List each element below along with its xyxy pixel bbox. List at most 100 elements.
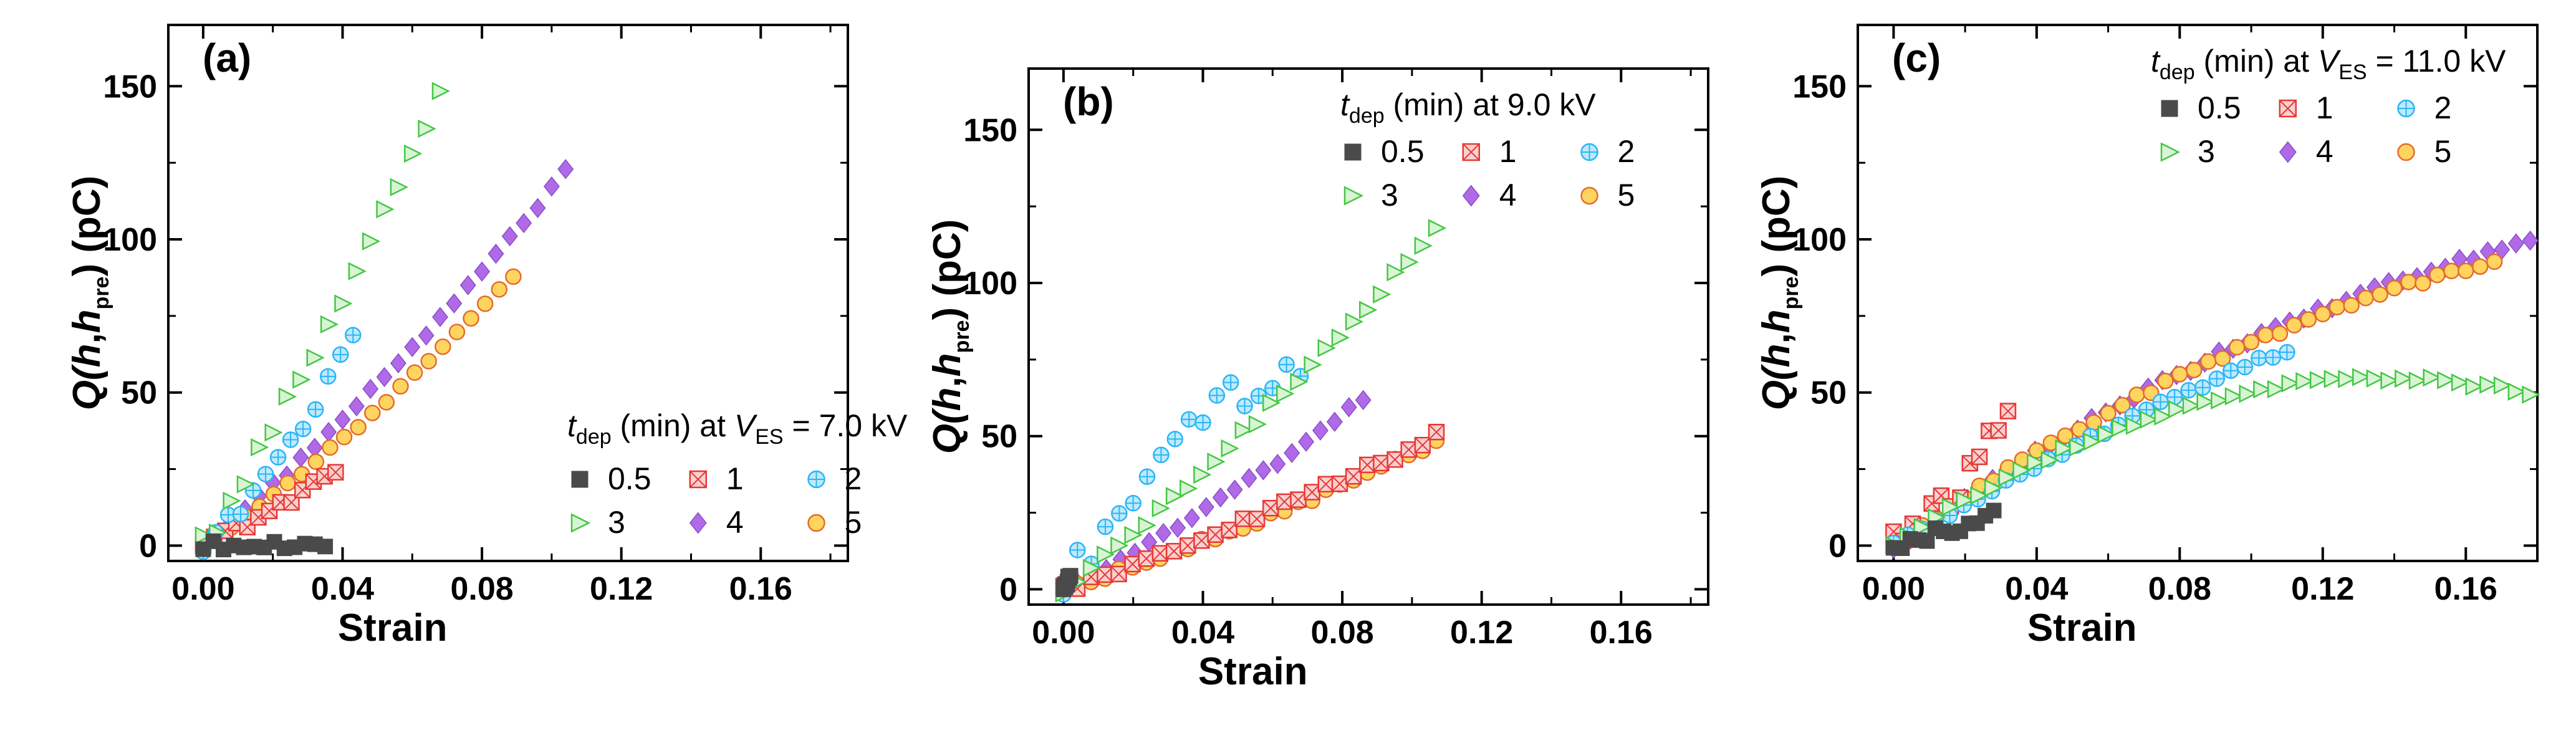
data-point: [2267, 380, 2286, 399]
y-tick-label: 0: [1829, 528, 1847, 564]
x-tick-label: 0.12: [2291, 571, 2354, 607]
data-point: [2239, 385, 2257, 403]
chart-panel-3: 0.00 0.04 0.08 0.12 0.16 0 50 100 150 Strain Q(h,h…: [1755, 24, 2540, 649]
y-tick-label: 0: [139, 528, 157, 564]
x-tick-label: 0.12: [1450, 615, 1513, 651]
legend-label-2: 2: [2434, 90, 2452, 125]
data-point: [543, 176, 560, 197]
data-point: [1276, 493, 1293, 510]
data-point: [1165, 487, 1185, 505]
data-point: [1276, 384, 1295, 403]
legend-label-4: 4: [2316, 134, 2333, 169]
data-point: [334, 294, 353, 313]
data-point: [1387, 451, 1403, 468]
data-point: [1062, 568, 1079, 584]
legend-marker-0.5: [2161, 100, 2178, 117]
data-point: [348, 262, 367, 280]
x-tick-label: 0.00: [1032, 615, 1095, 651]
legend-label-3: 3: [2198, 134, 2215, 169]
data-point: [2285, 317, 2303, 334]
data-point: [376, 367, 393, 388]
data-point: [2395, 369, 2413, 388]
legend-label-4: 4: [726, 505, 744, 540]
data-point: [2168, 400, 2187, 419]
legend-label-1: 1: [2316, 90, 2333, 125]
legend-marker-5: [807, 514, 825, 532]
data-point: [1170, 517, 1186, 538]
data-point: [2309, 371, 2328, 390]
data-point: [223, 491, 241, 510]
data-point: [1278, 356, 1295, 373]
data-point: [269, 449, 287, 466]
data-point: [1414, 436, 1431, 454]
data-point: [1262, 500, 1279, 517]
legend-label-2: 2: [1618, 134, 1635, 169]
data-point: [1138, 468, 1156, 485]
data-point: [2372, 286, 2388, 303]
data-point: [2279, 343, 2295, 361]
data-point: [1248, 414, 1267, 434]
data-point: [2027, 453, 2045, 472]
y-axis-title: Q(h,hpre) (pC): [926, 219, 974, 454]
chart-panel-1: 0.00 0.04 0.08 0.12 0.16 0 50 100 150 Strain Q(h,h…: [65, 24, 908, 649]
data-point: [418, 119, 436, 138]
data-point: [2186, 362, 2203, 378]
data-point: [2300, 311, 2317, 328]
data-point: [1290, 373, 1309, 391]
plot-frame: [1027, 67, 1709, 606]
data-point: [2012, 461, 2031, 480]
data-point: [1269, 454, 1286, 474]
data-point: [448, 323, 466, 340]
data-point: [2171, 366, 2188, 383]
legend-marker-2: [2397, 99, 2415, 118]
data-point: [2423, 368, 2441, 387]
legend-label-2: 2: [845, 461, 862, 496]
x-axis-title: Strain: [338, 606, 448, 649]
data-point: [2271, 325, 2289, 342]
legend-label-1: 1: [726, 461, 744, 496]
legend-marker-4: [2279, 141, 2297, 163]
data-point: [390, 353, 406, 373]
data-point: [1284, 443, 1300, 463]
data-point: [1082, 558, 1102, 577]
data-point: [1984, 479, 2003, 497]
data-point: [2196, 393, 2215, 411]
data-point: [2507, 382, 2526, 401]
data-point: [404, 337, 421, 358]
data-point: [2224, 387, 2243, 406]
data-point: [406, 364, 423, 381]
series-0.5: [195, 533, 334, 558]
data-point: [1355, 390, 1372, 411]
data-point: [1248, 510, 1266, 527]
chart-panel-2: 0.00 0.04 0.08 0.12 0.16 0 50 100 150 Strain Q(h,h…: [926, 67, 1709, 693]
data-point: [232, 505, 249, 523]
data-point: [1212, 487, 1229, 508]
data-point: [435, 338, 451, 355]
data-point: [2343, 297, 2360, 314]
data-point: [1913, 517, 1932, 537]
data-point: [1340, 397, 1357, 418]
data-point: [2386, 280, 2403, 297]
panel-label: (b): [1063, 79, 1114, 124]
data-point: [2236, 358, 2254, 376]
legend-marker-4: [1462, 184, 1480, 207]
data-point: [1069, 542, 1086, 558]
data-point: [1110, 565, 1127, 583]
data-point: [2415, 275, 2431, 292]
data-point: [350, 419, 367, 436]
series-1: [1055, 423, 1445, 597]
data-point: [1986, 502, 2002, 519]
y-tick-label: 150: [103, 69, 157, 105]
data-point: [257, 466, 274, 482]
data-point: [1151, 545, 1169, 562]
legend-label-5: 5: [1618, 178, 1635, 213]
data-point: [1241, 467, 1257, 489]
data-point: [1226, 479, 1243, 500]
data-point: [250, 509, 267, 526]
data-point: [1358, 456, 1376, 474]
legend-label-3: 3: [1381, 178, 1398, 213]
legend-marker-1: [689, 470, 707, 489]
data-point: [2328, 299, 2345, 315]
legend-marker-1: [2279, 99, 2297, 118]
data-point: [1221, 439, 1239, 458]
